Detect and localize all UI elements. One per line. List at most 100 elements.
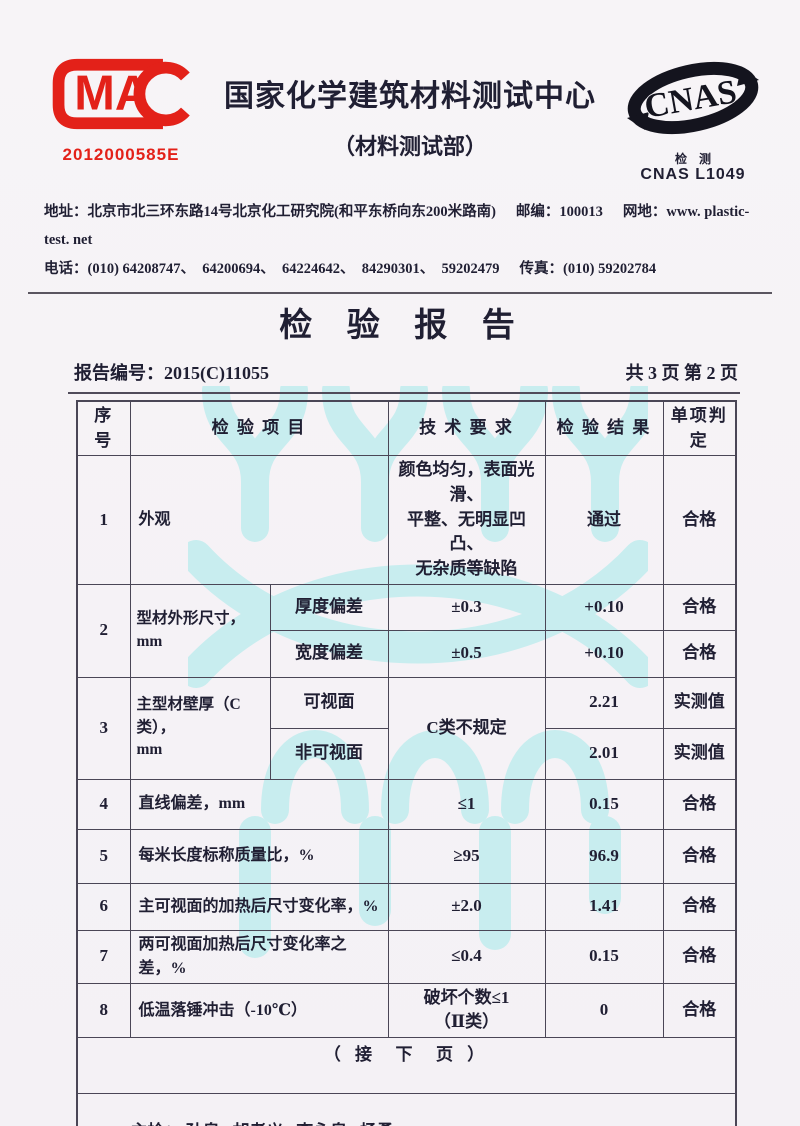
- table-row-dimensions-thickness: 2 型材外形尺寸，mm 厚度偏差 ±0.3 +0.10 合格: [76, 583, 737, 678]
- row2-no: 2: [76, 583, 131, 678]
- table-row-impact: 8 低温落锤冲击（-10℃） 破坏个数≤1 （Ⅱ类） 0 合格: [76, 982, 737, 1038]
- col-header-item: 检 验 项 目: [129, 400, 389, 457]
- header-divider: [28, 291, 772, 294]
- report-number-label: 报告编号：: [74, 363, 164, 384]
- row8-requirement: 破坏个数≤1 （Ⅱ类）: [387, 982, 546, 1038]
- fax-label: 传真：: [519, 260, 564, 277]
- table-row-continuation: （ 接 下 页 ）: [76, 1036, 737, 1094]
- table-row-dimensions-width: 宽度偏差 ±0.5 +0.10 合格: [77, 629, 737, 678]
- table-row-heat-shrink-main: 6 主可视面的加热后尺寸变化率，% ±2.0 1.41 合格: [76, 882, 737, 931]
- row3-no: 3: [76, 676, 131, 780]
- inspector-label: 主检：: [131, 1122, 186, 1126]
- table-row-wall-nonvisible: 非可视面 2.01 实测值: [77, 727, 737, 780]
- website-value: www. plastic-test. net: [44, 204, 750, 249]
- row2-sub2-name: 宽度偏差: [269, 629, 389, 678]
- row1-requirement: 颜色均匀，表面光滑、 平整、无明显凹凸、 无杂质等缺陷: [387, 455, 546, 585]
- row2-sub2-requirement: ±0.5: [387, 629, 546, 678]
- cma-logo-icon: MA: [52, 58, 190, 130]
- table-row-wall-visible: 3 主型材壁厚（C类）， mm 可视面 C类不规定 2.21 实测值: [76, 676, 737, 780]
- table-top-divider: [68, 392, 740, 395]
- col-header-no: 序 号: [76, 400, 131, 457]
- contact-line-2: 电话：(010) 64208747、 64200694、 64224642、 8…: [44, 255, 764, 283]
- row1-judgement: 合格: [662, 455, 737, 585]
- row5-requirement: ≥95: [387, 828, 546, 884]
- table-row-straightness: 4 直线偏差，mm ≤1 0.15 合格: [76, 778, 737, 830]
- row3-sub1-result: 2.21: [544, 676, 664, 729]
- row2-sub2-judgement: 合格: [662, 629, 737, 678]
- row4-requirement: ≤1: [387, 778, 546, 830]
- row3-requirement: C类不规定: [387, 676, 546, 780]
- row7-judgement: 合格: [662, 929, 737, 984]
- row4-judgement: 合格: [662, 778, 737, 830]
- row3-sub1-judgement: 实测值: [662, 676, 737, 729]
- inspectors-cell: 主检： 孙泉 胡孝义 李永泉 杨勇: [76, 1092, 737, 1126]
- pagination: 共 3 页 第 2 页: [625, 363, 739, 384]
- contact-line-1: 地址：北京市北三环东路14号北京化工研究院(和平东桥向东200米路南) 邮编：10…: [44, 198, 764, 255]
- row1-no: 1: [76, 455, 131, 585]
- address-value: 北京市北三环东路14号北京化工研究院(和平东桥向东200米路南): [87, 204, 496, 220]
- phone-label: 电话：: [44, 260, 88, 277]
- row3-sub2-name: 非可视面: [269, 727, 389, 780]
- col-header-result: 检 验 结 果: [544, 400, 664, 457]
- row5-no: 5: [76, 828, 131, 884]
- report-number: 报告编号：2015(C)11055: [74, 359, 269, 385]
- row4-no: 4: [76, 778, 131, 830]
- row7-no: 7: [76, 929, 131, 984]
- report-title: 检 验 报 告: [279, 307, 521, 344]
- row2-sub1-name: 厚度偏差: [269, 583, 389, 631]
- row2-sub1-judgement: 合格: [662, 583, 737, 631]
- table-row-inspectors: 主检： 孙泉 胡孝义 李永泉 杨勇: [76, 1092, 737, 1126]
- cnas-logo-icon: CNAS: [627, 61, 759, 135]
- row8-no: 8: [76, 982, 131, 1038]
- row6-judgement: 合格: [662, 882, 737, 931]
- row7-requirement: ≤0.4: [387, 929, 546, 984]
- row4-result: 0.15: [544, 778, 664, 830]
- row3-sub1-name: 可视面: [269, 676, 389, 729]
- row2-sub2-result: +0.10: [544, 629, 664, 678]
- address-label: 地址：: [44, 204, 88, 220]
- cma-letters: MA: [74, 67, 150, 121]
- row1-result: 通过: [544, 455, 664, 585]
- website-label: 网地：: [622, 204, 667, 220]
- row2-sub1-result: +0.10: [544, 583, 664, 631]
- col-header-judgement: 单项判定: [662, 400, 737, 457]
- postcode-label: 邮编：: [515, 204, 560, 220]
- inspector-names: 孙泉 胡孝义 李永泉 杨勇: [186, 1122, 394, 1126]
- report-meta: 报告编号：2015(C)11055 共 3 页 第 2 页: [74, 359, 738, 385]
- letterhead: MA 2012000585E 国家化学建筑材料测试中心 （材料测试部） CNAS…: [0, 0, 800, 184]
- contact-block: 地址：北京市北三环东路14号北京化工研究院(和平东桥向东200米路南) 邮编：10…: [44, 198, 764, 283]
- org-department: （材料测试部）: [332, 134, 487, 159]
- cma-cert-number: 2012000585E: [62, 145, 180, 164]
- row8-result: 0: [544, 982, 664, 1038]
- row4-item: 直线偏差，mm: [129, 778, 389, 830]
- row2-sub1-requirement: ±0.3: [387, 583, 546, 631]
- row5-result: 96.9: [544, 828, 664, 884]
- table-row-appearance: 1 外观 颜色均匀，表面光滑、 平整、无明显凹凸、 无杂质等缺陷 通过 合格: [76, 455, 737, 585]
- org-title-block: 国家化学建筑材料测试中心 （材料测试部）: [198, 54, 622, 161]
- row3-sub2-judgement: 实测值: [662, 727, 737, 780]
- phone-numbers: (010) 64208747、 64200694、 64224642、 8429…: [87, 260, 500, 277]
- cnas-letters: CNAS: [642, 73, 740, 126]
- col-header-requirement: 技 术 要 求: [387, 400, 546, 457]
- cnas-accreditation-number: CNAS L1049: [640, 166, 746, 183]
- cma-accreditation-block: MA 2012000585E: [44, 54, 198, 165]
- cnas-caption: 检 测: [674, 152, 711, 166]
- row6-item: 主可视面的加热后尺寸变化率，%: [129, 882, 389, 931]
- row3-item: 主型材壁厚（C类）， mm: [129, 676, 271, 780]
- report-number-value: 2015(C)11055: [164, 363, 269, 384]
- row6-result: 1.41: [544, 882, 664, 931]
- row3-sub2-result: 2.01: [544, 727, 664, 780]
- row7-item: 两可视面加热后尺寸变化率之 差，%: [129, 929, 389, 984]
- table-row-heat-shrink-diff: 7 两可视面加热后尺寸变化率之 差，% ≤0.4 0.15 合格: [76, 929, 737, 984]
- org-name: 国家化学建筑材料测试中心: [224, 80, 596, 113]
- row7-result: 0.15: [544, 929, 664, 984]
- row8-judgement: 合格: [662, 982, 737, 1038]
- table-header-row: 序 号 检 验 项 目 技 术 要 求 检 验 结 果 单项判定: [76, 400, 737, 457]
- row2-item: 型材外形尺寸，mm: [129, 583, 271, 678]
- postcode-value: 100013: [559, 204, 603, 220]
- row5-item: 每米长度标称质量比，%: [129, 828, 389, 884]
- row8-item: 低温落锤冲击（-10℃）: [129, 982, 389, 1038]
- row1-item: 外观: [129, 455, 389, 585]
- row6-requirement: ±2.0: [387, 882, 546, 931]
